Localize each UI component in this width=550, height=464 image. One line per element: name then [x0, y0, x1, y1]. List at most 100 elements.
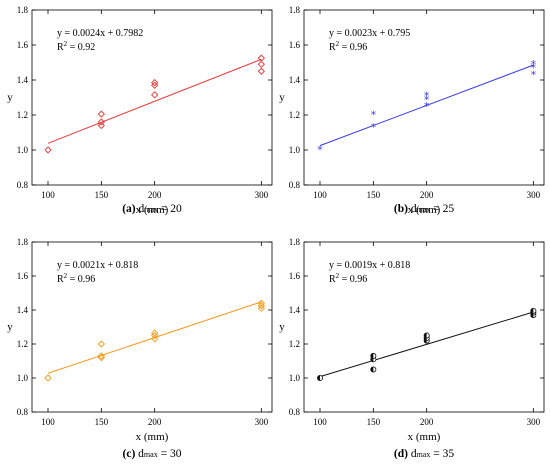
data-point: [97, 352, 105, 360]
plot-frame: [31, 241, 273, 413]
data-point: [151, 78, 159, 87]
data-point: [97, 118, 105, 126]
chart-panel-c: 0.8 1.0 1.2 1.4 1.6 1.8 100 150 200 300 x (mm) y y =…: [7, 237, 273, 460]
y-tick-label: 1.8: [17, 237, 29, 247]
regression-equation: y = 0.0023x + 0.795: [329, 28, 410, 39]
data-point: *: [371, 121, 377, 134]
y-tick-label: 0.8: [289, 407, 301, 417]
x-axis-label: x (mm): [136, 204, 169, 216]
x-axis-label: x (mm): [408, 204, 441, 216]
y-tick-label: 1.6: [289, 271, 301, 281]
data-point: *: [317, 144, 323, 157]
plot-frame: [31, 9, 273, 186]
x-tick-label: 300: [527, 190, 541, 200]
data-point: [257, 54, 265, 62]
x-axis-label: x (mm): [136, 431, 169, 443]
r-squared-label: R2 = 0.96: [329, 40, 367, 53]
x-tick-label: 100: [313, 190, 327, 200]
regression-line: [47, 58, 262, 144]
x-axis-label: x (mm): [408, 431, 441, 443]
y-tick-label: 1.0: [289, 373, 301, 383]
y-tick-label: 1.4: [17, 305, 29, 315]
y-tick-label: 1.2: [289, 339, 300, 349]
y-tick-label: 1.4: [17, 75, 29, 85]
data-point: [97, 121, 105, 130]
panel-caption: (c) dmax = 30: [123, 448, 182, 460]
y-tick-label: 1.4: [289, 305, 301, 315]
y-tick-label: 1.6: [289, 40, 301, 50]
regression-line: [319, 311, 534, 378]
data-point: [97, 110, 105, 118]
data-point: [257, 67, 265, 75]
x-tick-label: 150: [367, 417, 381, 427]
data-point: [151, 335, 159, 343]
y-tick-label: 0.8: [289, 180, 301, 190]
x-tick-label: 200: [148, 417, 162, 427]
y-tick-label: 1.6: [17, 271, 29, 281]
x-tick-label: 200: [420, 417, 434, 427]
regression-equation: y = 0.0024x + 0.7982: [57, 28, 143, 39]
data-point: *: [531, 68, 537, 81]
y-axis-label: y: [7, 92, 13, 104]
y-tick-label: 1.2: [17, 110, 28, 120]
y-tick-label: 1.2: [17, 339, 28, 349]
r-squared-label: R2 = 0.96: [57, 272, 95, 285]
r-squared-label: R2 = 0.96: [329, 272, 367, 285]
x-tick-label: 300: [255, 190, 269, 200]
y-tick-label: 0.8: [17, 407, 29, 417]
data-point: [97, 340, 105, 348]
x-tick-label: 100: [41, 417, 55, 427]
data-point: [370, 352, 377, 359]
x-tick-label: 300: [255, 417, 269, 427]
regression-equation: y = 0.0021x + 0.818: [57, 260, 138, 271]
data-point: *: [531, 61, 537, 74]
plot-frame: [303, 241, 545, 413]
y-tick-label: 1.6: [17, 40, 29, 50]
data-point: [257, 60, 265, 68]
panel-caption: (a) dmax = 20: [122, 203, 182, 215]
chart-panel-a: 0.8 1.0 1.2 1.4 1.6 1.8 100 150 200 300 x (mm) y y =…: [7, 5, 273, 216]
y-tick-label: 1.8: [289, 5, 301, 15]
data-point: *: [371, 109, 377, 122]
data-point: [316, 374, 323, 381]
x-tick-label: 200: [420, 190, 434, 200]
y-tick-label: 1.8: [17, 5, 29, 15]
y-tick-label: 1.0: [289, 145, 301, 155]
x-tick-label: 100: [313, 417, 327, 427]
regression-line: [47, 301, 262, 374]
x-tick-label: 150: [95, 417, 109, 427]
x-tick-label: 150: [367, 190, 381, 200]
data-point: [257, 299, 265, 307]
regression-line: [319, 64, 534, 147]
data-point: [423, 332, 430, 339]
data-point: *: [424, 94, 430, 107]
y-axis-label: y: [279, 92, 285, 104]
y-tick-label: 1.8: [289, 237, 301, 247]
y-tick-label: 1.0: [17, 373, 29, 383]
x-tick-label: 200: [148, 190, 162, 200]
y-axis-label: y: [7, 321, 13, 333]
data-point: [44, 146, 52, 154]
x-tick-label: 100: [41, 190, 55, 200]
regression-equation: y = 0.0019x + 0.818: [329, 260, 410, 271]
panel-caption: (d) dmax = 35: [394, 448, 454, 460]
y-tick-label: 1.2: [289, 110, 300, 120]
data-point: [151, 329, 159, 337]
panel-caption: (b) dmax = 25: [394, 203, 454, 215]
y-tick-label: 1.4: [289, 75, 301, 85]
data-point: *: [424, 100, 430, 113]
data-point: *: [424, 89, 430, 102]
chart-panel-d: 0.8 1.0 1.2 1.4 1.6 1.8 100 150 200 300 x (mm) y y =…: [279, 237, 545, 460]
x-tick-label: 300: [527, 417, 541, 427]
data-point: [151, 91, 159, 99]
data-point: *: [531, 58, 537, 71]
x-tick-label: 150: [95, 190, 109, 200]
plot-frame: [303, 9, 545, 186]
data-point: [370, 366, 377, 373]
y-axis-label: y: [279, 321, 285, 333]
y-tick-label: 0.8: [17, 180, 29, 190]
y-tick-label: 1.0: [17, 145, 29, 155]
data-point: [44, 374, 52, 382]
